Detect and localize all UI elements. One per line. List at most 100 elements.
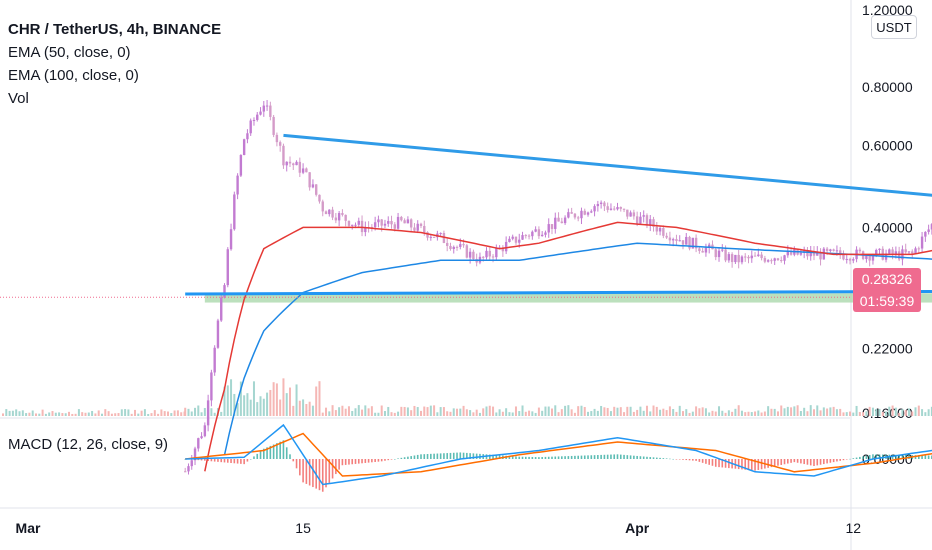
- candle-body: [485, 250, 488, 258]
- ema100-legend[interactable]: EMA (100, close, 0): [8, 67, 139, 84]
- macd-histogram-bar: [685, 459, 688, 461]
- volume-bar: [524, 411, 527, 416]
- volume-bar: [61, 413, 64, 416]
- macd-legend[interactable]: MACD (12, 26, close, 9): [8, 436, 169, 453]
- macd-histogram-bar: [436, 453, 439, 459]
- symbol-title[interactable]: CHR / TetherUS, 4h, BINANCE: [8, 21, 222, 38]
- candle-body: [603, 202, 606, 207]
- volume-bar: [351, 410, 354, 416]
- macd-histogram-bar: [760, 459, 763, 470]
- volume-bar: [259, 396, 262, 416]
- candle-body: [894, 251, 898, 255]
- candle-body: [472, 251, 475, 260]
- macd-histogram-bar: [610, 454, 612, 459]
- volume-bar: [44, 413, 47, 416]
- macd-histogram-bar: [898, 454, 900, 459]
- macd-histogram-bar: [839, 459, 841, 461]
- candle-body: [383, 223, 387, 226]
- time-tick-label: Mar: [16, 520, 41, 536]
- candle-body: [426, 232, 429, 238]
- volume-bar: [868, 406, 871, 416]
- volume-bar: [81, 412, 84, 416]
- volume-bar: [18, 411, 21, 416]
- candle-body: [285, 161, 288, 166]
- candle-body: [373, 222, 377, 228]
- candle-body: [845, 258, 848, 260]
- volume-bar: [544, 406, 547, 416]
- volume-bar: [292, 405, 295, 416]
- candle-body: [645, 215, 649, 226]
- candle-body: [537, 229, 541, 237]
- volume-bar: [2, 413, 4, 416]
- volume-bar: [501, 411, 504, 416]
- candle-body: [891, 249, 894, 255]
- macd-histogram-bar: [708, 459, 710, 465]
- candle-body: [848, 258, 852, 261]
- volume-bar: [295, 384, 298, 416]
- volume-bar: [799, 411, 802, 416]
- macd-histogram-bar: [800, 459, 802, 464]
- volume-bar: [334, 410, 337, 416]
- volume-bar: [780, 405, 783, 416]
- volume-bar: [160, 409, 163, 416]
- macd-histogram-bar: [416, 454, 419, 459]
- candle-body: [504, 241, 508, 252]
- candle-body: [691, 237, 695, 249]
- candle-body: [468, 251, 472, 258]
- volume-bar: [704, 408, 707, 416]
- volume-bar: [203, 407, 206, 416]
- volume-bar: [84, 412, 87, 416]
- macd-histogram-bar: [263, 448, 265, 459]
- candle-body: [698, 248, 701, 251]
- macd-histogram-bar: [230, 459, 232, 463]
- price-tick-label: 0.40000: [862, 219, 913, 235]
- macd-histogram-bar: [705, 459, 707, 464]
- macd-histogram-bar: [312, 459, 314, 488]
- volume-bar: [642, 410, 645, 416]
- candle-body: [852, 259, 855, 261]
- volume-legend[interactable]: Vol: [8, 90, 29, 107]
- candle-body: [233, 194, 236, 230]
- macd-histogram-bar: [331, 459, 334, 479]
- candle-body: [714, 249, 717, 258]
- macd-histogram-bar: [669, 458, 671, 460]
- currency-unit-button[interactable]: USDT: [871, 15, 917, 39]
- volume-bar: [423, 406, 426, 416]
- macd-histogram-bar: [253, 456, 255, 459]
- macd-histogram-bar: [233, 459, 236, 464]
- candle-body: [324, 211, 328, 215]
- candle-body: [491, 256, 495, 258]
- volume-bar: [361, 409, 364, 416]
- macd-histogram-bar: [806, 459, 809, 465]
- volume-bar: [531, 411, 534, 416]
- candle-body: [770, 260, 773, 262]
- macd-histogram-bar: [790, 459, 792, 463]
- candle-body: [766, 260, 770, 262]
- candle-body: [298, 161, 302, 173]
- macd-histogram: [184, 440, 932, 492]
- macd-histogram-bar: [426, 454, 429, 459]
- ema50-legend[interactable]: EMA (50, close, 0): [8, 44, 131, 61]
- volume-bar: [858, 411, 861, 416]
- candle-body: [573, 213, 577, 218]
- volume-bar: [101, 413, 103, 416]
- volume-bar: [521, 405, 524, 416]
- volume-bar: [183, 411, 186, 416]
- macd-histogram-bar: [380, 459, 383, 462]
- macd-histogram-bar: [574, 455, 576, 459]
- macd-histogram-bar: [200, 459, 203, 461]
- volume-bar: [302, 399, 305, 416]
- candle-body: [613, 208, 616, 210]
- macd-histogram-bar: [895, 454, 897, 459]
- macd-histogram-bar: [367, 459, 370, 463]
- candle-body: [730, 254, 734, 263]
- volume-bar: [698, 408, 701, 416]
- candle-body: [315, 184, 318, 195]
- candle-body: [213, 347, 216, 373]
- candle-body: [301, 168, 305, 173]
- macd-histogram-bar: [508, 455, 511, 459]
- volume-bar: [91, 410, 94, 416]
- volume-bar: [659, 409, 662, 416]
- macd-histogram-bar: [770, 459, 773, 468]
- macd-histogram-bar: [308, 459, 311, 486]
